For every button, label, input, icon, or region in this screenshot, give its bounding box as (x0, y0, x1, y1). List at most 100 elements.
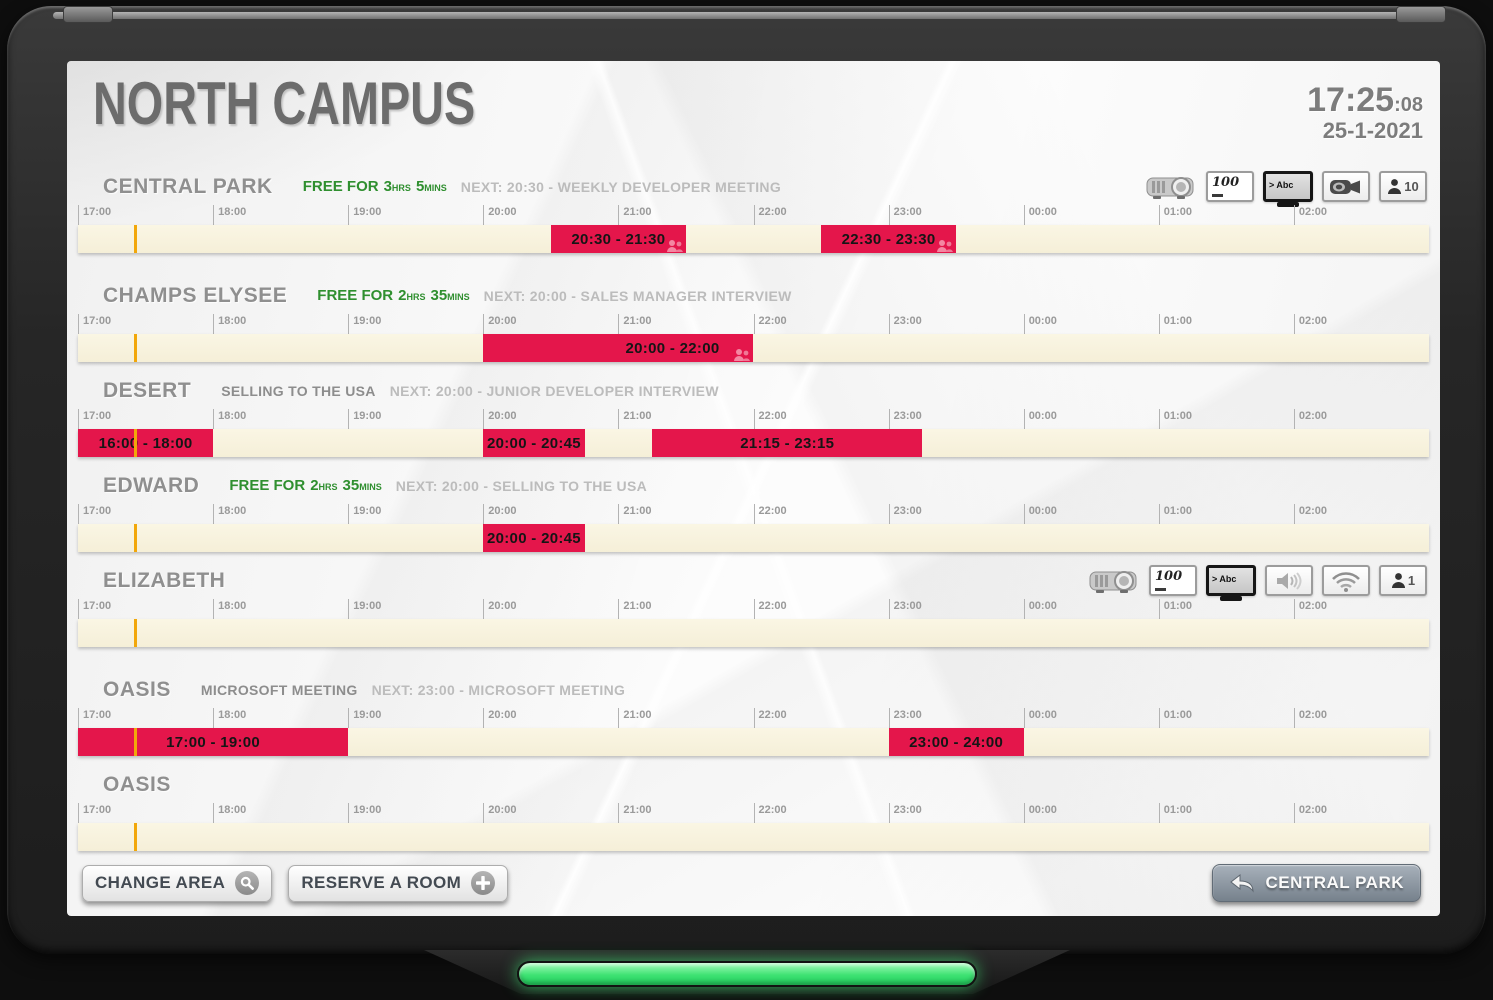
room-timeline[interactable] (78, 619, 1429, 647)
room-name[interactable]: ELIZABETH (103, 568, 226, 592)
tick-label: 23:00 (888, 409, 922, 429)
mount-tab-right (1396, 6, 1446, 23)
room-row: DESERT SELLING TO THE USA NEXT: 20:00 - … (78, 375, 1429, 457)
current-time-indicator (134, 524, 138, 552)
capacity-icon: 10 (1379, 171, 1427, 202)
whiteboard-capacity-label: 100 (1155, 569, 1183, 584)
booking-time-label: 20:30 - 21:30 (571, 230, 666, 248)
tick-label: 18:00 (213, 708, 246, 728)
room-name[interactable]: CENTRAL PARK (103, 174, 273, 198)
screen-label: > Abc (1269, 180, 1294, 190)
room-name[interactable]: OASIS (103, 772, 171, 796)
back-button[interactable]: CENTRAL PARK (1212, 864, 1421, 902)
room-timeline[interactable]: 20:30 - 21:30 22:30 - 23:30 (78, 225, 1429, 253)
camera-icon (1322, 171, 1370, 202)
booking-time-label: 20:00 - 22:00 (625, 339, 720, 357)
room-header: CENTRAL PARK FREE FOR 3HRS 5MINS NEXT: 20:… (78, 171, 1429, 202)
booking-block[interactable]: 21:15 - 23:15 (652, 429, 923, 457)
room-row: EDWARD FREE FOR 2HRS 35MINS NEXT: 20:00 - … (78, 470, 1429, 552)
mount-tab-left (63, 6, 113, 23)
timeline-ticks: 17:00 18:00 19:00 20:00 21:00 22:00 23:00 00:00… (78, 707, 1429, 728)
screen-icon: > Abc (1263, 171, 1313, 202)
marker-icon (1212, 194, 1223, 197)
tick-label: 21:00 (618, 205, 652, 225)
tick-label: 22:00 (753, 205, 787, 225)
room-next-meeting: NEXT: 20:00 - JUNIOR DEVELOPER INTERVIEW (389, 382, 719, 399)
tick-label: 22:00 (753, 708, 787, 728)
timeline-ticks: 17:00 18:00 19:00 20:00 21:00 22:00 23:00 00:00… (78, 204, 1429, 225)
room-name[interactable]: OASIS (103, 677, 171, 701)
tick-label: 17:00 (78, 803, 111, 823)
room-timeline[interactable]: 16:00 - 18:00 20:00 - 20:45 21:15 - 23:15 (78, 429, 1429, 457)
room-timeline[interactable]: 20:00 - 20:45 (78, 524, 1429, 552)
device-top-edge (53, 12, 1440, 19)
tick-label: 22:00 (753, 504, 787, 524)
booking-block[interactable]: 20:00 - 20:45 (483, 429, 585, 457)
room-timeline[interactable]: 20:00 - 22:00 (78, 334, 1429, 362)
room-timeline[interactable] (78, 823, 1429, 851)
whiteboard-capacity-label: 100 (1212, 175, 1240, 190)
booking-block[interactable]: 16:00 - 18:00 (78, 429, 214, 457)
tick-label: 17:00 (78, 504, 111, 524)
magnifier-icon (235, 871, 260, 895)
tick-label: 02:00 (1293, 599, 1327, 619)
booking-block[interactable]: 17:00 - 19:00 (78, 728, 349, 756)
tick-label: 00:00 (1023, 708, 1057, 728)
free-hours-unit: HRS (318, 482, 338, 492)
free-minutes-unit: MINS (424, 183, 447, 193)
page-title: NORTH CAMPUS (93, 70, 476, 137)
booking-block[interactable]: 22:30 - 23:30 (821, 225, 957, 253)
tick-label: 18:00 (213, 409, 246, 429)
attendees-icon (666, 239, 684, 253)
screen: NORTH CAMPUS 17:25:08 25-1-2021 CENTRAL … (67, 61, 1440, 916)
room-status: SELLING TO THE USA (221, 382, 376, 399)
timeline-ticks: 17:00 18:00 19:00 20:00 21:00 22:00 23:00 00:00… (78, 408, 1429, 429)
room-header: DESERT SELLING TO THE USA NEXT: 20:00 - … (78, 375, 1429, 406)
booking-time-label: 20:00 - 20:45 (486, 434, 581, 452)
tick-label: 21:00 (618, 504, 652, 524)
led-bar (517, 961, 977, 987)
booking-block[interactable]: 20:00 - 20:45 (483, 524, 585, 552)
tick-label: 23:00 (888, 314, 922, 334)
projector-icon (1088, 566, 1140, 596)
room-timeline[interactable]: 17:00 - 19:00 23:00 - 24:00 (78, 728, 1429, 756)
tick-label: 20:00 (483, 314, 516, 334)
tick-label: 22:00 (753, 314, 787, 334)
room-header: OASIS (78, 769, 1429, 800)
current-time-indicator (134, 823, 138, 851)
tick-label: 00:00 (1023, 205, 1057, 225)
tick-label: 00:00 (1023, 504, 1057, 524)
change-area-button[interactable]: CHANGE AREA (82, 864, 273, 902)
whiteboard-icon: 100 (1206, 171, 1254, 202)
tick-label: 23:00 (888, 708, 922, 728)
tick-label: 21:00 (618, 409, 652, 429)
free-minutes-unit: MINS (447, 292, 470, 302)
booking-block[interactable]: 23:00 - 24:00 (888, 728, 1024, 756)
tick-label: 20:00 (483, 599, 516, 619)
free-prefix: FREE FOR (229, 477, 306, 494)
room-row: CENTRAL PARK FREE FOR 3HRS 5MINS NEXT: 20:… (78, 171, 1429, 253)
header: NORTH CAMPUS 17:25:08 25-1-2021 (78, 70, 1429, 171)
back-button-label: CENTRAL PARK (1265, 873, 1404, 892)
free-hours: 3 (383, 178, 392, 195)
booking-block[interactable]: 20:00 - 22:00 (483, 334, 754, 362)
current-time-indicator (134, 619, 138, 647)
room-header: OASIS MICROSOFT MEETING NEXT: 23:00 - MI… (78, 674, 1429, 705)
rooms: CENTRAL PARK FREE FOR 3HRS 5MINS NEXT: 20:… (78, 171, 1429, 864)
room-status: FREE FOR 2HRS 35MINS (317, 287, 469, 304)
room-header: EDWARD FREE FOR 2HRS 35MINS NEXT: 20:00 - … (78, 470, 1429, 501)
room-name[interactable]: EDWARD (103, 473, 200, 497)
tick-label: 19:00 (348, 504, 381, 524)
room-name[interactable]: CHAMPS ELYSEE (103, 283, 288, 307)
tick-label: 22:00 (753, 409, 787, 429)
booking-block[interactable]: 20:30 - 21:30 (550, 225, 686, 253)
booking-time-label: 22:30 - 23:30 (841, 230, 936, 248)
tick-label: 18:00 (213, 504, 246, 524)
reserve-room-button[interactable]: RESERVE A ROOM (288, 864, 509, 902)
room-name[interactable]: DESERT (103, 378, 192, 402)
timeline-ticks: 17:00 18:00 19:00 20:00 21:00 22:00 23:00 00:00… (78, 503, 1429, 524)
tick-label: 17:00 (78, 314, 111, 334)
tick-label: 18:00 (213, 205, 246, 225)
timeline-ticks: 17:00 18:00 19:00 20:00 21:00 22:00 23:00 00:00… (78, 313, 1429, 334)
speaker-icon (1265, 565, 1313, 596)
